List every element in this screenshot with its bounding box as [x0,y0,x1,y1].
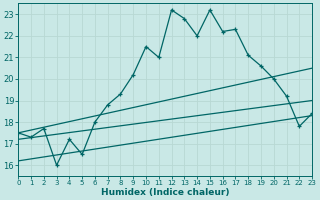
X-axis label: Humidex (Indice chaleur): Humidex (Indice chaleur) [101,188,229,197]
